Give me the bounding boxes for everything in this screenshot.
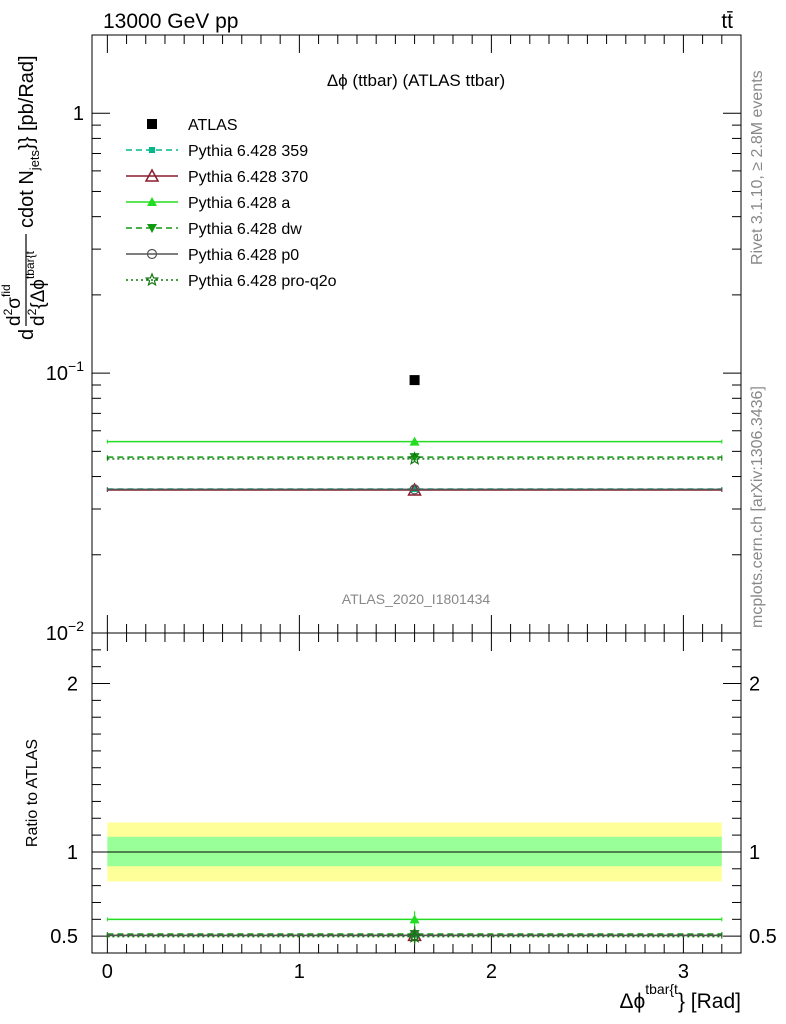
ratio-y-tick-label: 1 xyxy=(67,842,78,864)
svg-text:d2{Δϕtbar{t: d2{Δϕtbar{t xyxy=(23,250,49,326)
ylabel-den: d xyxy=(28,315,49,326)
main-y-tick-label-base: 1 xyxy=(73,103,84,125)
ratio-panel-frame xyxy=(91,632,742,954)
xlabel-sup: tbar{t xyxy=(645,981,678,997)
main-axis-ticks xyxy=(92,34,741,634)
ratio-panel: 0.5 0.5 1 1 2 2 0 1 2 3 Ratio to ATLAS Δϕtbar{t}… xyxy=(24,632,777,1013)
legend-label-2: Pythia 6.428 370 xyxy=(188,169,308,186)
ratio-series-group xyxy=(106,911,723,945)
ylabel-suffix: cdot N xyxy=(16,170,38,228)
legend-label-5: Pythia 6.428 p0 xyxy=(188,247,299,264)
ratio-series-point-5 xyxy=(407,929,422,943)
main-y-tick-label: 10−1 xyxy=(46,358,84,385)
ylabel-den-rest-sup: tbar{t xyxy=(23,250,37,279)
main-y-tick-label: 1 xyxy=(73,103,84,125)
x-axis-label: Δϕtbar{t} [Rad] xyxy=(619,981,741,1013)
svg-text:d2σfid: d2σfid xyxy=(0,284,25,326)
main-series-group xyxy=(106,375,723,496)
legend-label-6: Pythia 6.428 pro-q2o xyxy=(188,273,337,290)
main-y-tick-labels: 110−110−2 xyxy=(46,103,84,645)
main-y-tick-label-base: 10 xyxy=(46,363,68,385)
legend-label-0: ATLAS xyxy=(188,117,238,134)
ylabel-sigma: σ xyxy=(4,297,25,309)
xlabel-main: Δϕ xyxy=(619,990,645,1013)
main-title: Δϕ (ttbar) (ATLAS ttbar) xyxy=(327,71,505,90)
legend-label-3: Pythia 6.428 a xyxy=(188,195,290,212)
ylabel-num-d-sup: 2 xyxy=(1,308,15,315)
svg-text:d: d xyxy=(16,329,38,340)
main-y-axis-label: d d2σfid d2{Δϕtbar{t cdot Njets}} [pb/Ra… xyxy=(0,55,49,340)
main-y-tick-label: 10−2 xyxy=(46,618,84,645)
ratio-axis-ticks xyxy=(92,632,741,954)
ylabel-den-sup: 2 xyxy=(25,308,39,315)
ratio-y-tick-label: 2 xyxy=(67,674,78,696)
ylabel-prefix: d xyxy=(16,329,38,340)
ylabel-num-d: d xyxy=(4,315,25,326)
main-y-tick-label-exp: −1 xyxy=(68,358,84,374)
mcplots-label: mcplots.cern.ch [arXiv:1306.3436] xyxy=(749,386,766,628)
ylabel-sigma-sup: fid xyxy=(0,284,13,297)
legend: ATLAS Pythia 6.428 359 Pythia 6.428 370 Pyt… xyxy=(126,117,337,290)
energy-label: 13000 GeV pp xyxy=(103,10,238,33)
ratio-bands xyxy=(92,822,741,882)
main-y-tick-label-exp: −2 xyxy=(68,618,84,634)
svg-text:cdot Njets}} [pb/Rad]: cdot Njets}} [pb/Rad] xyxy=(16,55,42,228)
x-tick-labels: 0 1 2 3 xyxy=(102,961,689,983)
ratio-y-tick-labels: 0.5 0.5 1 1 2 2 xyxy=(50,674,777,949)
main-y-tick-label-base: 10 xyxy=(46,623,68,645)
main-series-point-0 xyxy=(409,375,420,386)
legend-marker-4 xyxy=(147,224,157,233)
legend-marker-1 xyxy=(149,147,155,153)
ratio-y-tick-label-right: 1 xyxy=(749,842,760,864)
process-label: tt̄ xyxy=(721,10,733,33)
main-series-point-6 xyxy=(407,451,422,466)
legend-marker-5 xyxy=(146,248,158,260)
x-tick-label: 1 xyxy=(294,961,305,983)
ratio-y-tick-label-right: 0.5 xyxy=(749,926,777,948)
ratio-y-tick-label-right: 2 xyxy=(749,674,760,696)
ylabel-suffix-sub: jets xyxy=(27,149,42,171)
x-tick-label: 3 xyxy=(678,961,689,983)
rivet-version-label: Rivet 3.1.10, ≥ 2.8M events xyxy=(749,70,766,265)
main-series-point-4 xyxy=(409,453,420,463)
legend-marker-6 xyxy=(144,272,160,287)
main-series-point-5 xyxy=(409,484,420,495)
watermark: ATLAS_2020_I1801434 xyxy=(342,591,491,607)
ylabel-suffix-end: }} [pb/Rad] xyxy=(16,55,38,150)
x-tick-label: 0 xyxy=(102,961,113,983)
legend-marker-2 xyxy=(144,168,160,182)
main-panel: 110−110−2 ATLAS_2020_I1801434 Δϕ (ttbar)… xyxy=(0,34,742,645)
ratio-y-axis-label: Ratio to ATLAS xyxy=(24,739,41,847)
legend-label-4: Pythia 6.428 dw xyxy=(188,221,302,238)
ratio-y-tick-label: 0.5 xyxy=(50,926,78,948)
legend-marker-0 xyxy=(147,119,157,129)
ylabel-den-rest: {Δϕ xyxy=(28,279,49,309)
xlabel-rest: } [Rad] xyxy=(678,990,741,1013)
x-tick-label: 2 xyxy=(486,961,497,983)
ratio-series-point-2 xyxy=(409,914,420,924)
legend-label-1: Pythia 6.428 359 xyxy=(188,143,308,160)
main-series-point-3 xyxy=(409,436,420,446)
legend-marker-3 xyxy=(147,197,157,206)
